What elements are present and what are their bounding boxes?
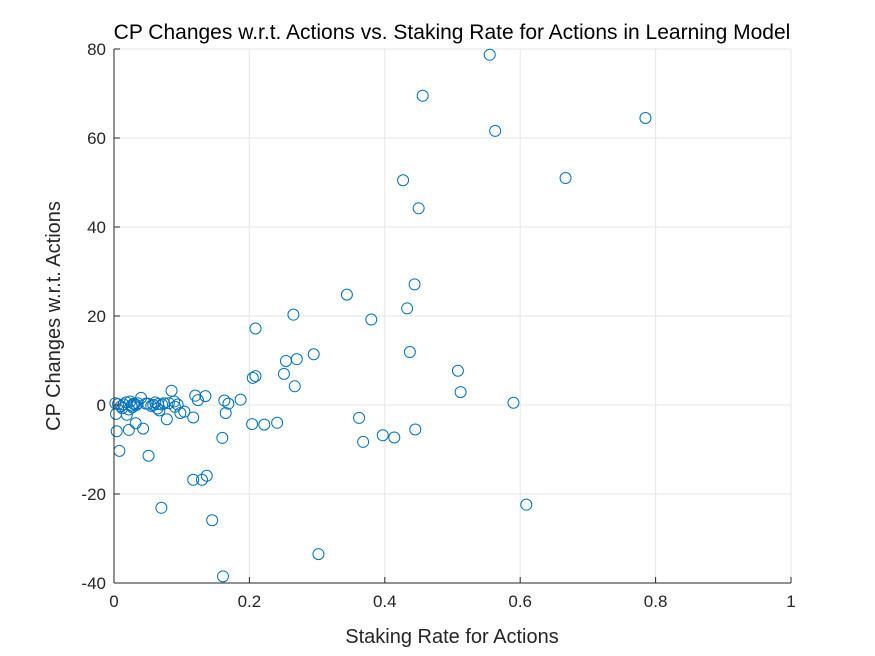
data-point (160, 413, 173, 426)
axes (113, 48, 792, 584)
x-axis-title: Staking Rate for Actions (345, 626, 558, 648)
data-point (191, 394, 204, 407)
data-point (112, 398, 125, 411)
data-point (131, 397, 144, 410)
data-point (216, 570, 229, 583)
tick-labels: 0 0.2 0.4 0.6 0.8 1 -40 -20 0 20 40 60 80 (81, 40, 795, 611)
data-point (454, 386, 467, 399)
data-point (271, 416, 284, 429)
data-point (290, 353, 303, 366)
data-point (222, 397, 235, 410)
data-point (234, 393, 247, 406)
data-point (139, 397, 152, 410)
y-tick-label: -20 (81, 485, 106, 504)
x-tick-label: 1 (786, 592, 795, 611)
data-point (520, 498, 533, 511)
data-point (110, 425, 123, 438)
data-point (258, 418, 271, 431)
data-point (218, 394, 231, 407)
data-point (246, 371, 259, 384)
data-point (137, 422, 150, 435)
data-point (451, 364, 464, 377)
y-tick-label: 0 (97, 396, 106, 415)
x-tick-label: 0.2 (238, 592, 262, 611)
data-point (388, 431, 401, 444)
data-point (142, 449, 155, 462)
x-tick-label: 0.8 (644, 592, 668, 611)
data-point (249, 322, 262, 335)
chart-title: CP Changes w.r.t. Actions vs. Staking Ra… (114, 21, 791, 44)
data-point (403, 346, 416, 359)
data-point (155, 501, 168, 514)
y-tick-label: -40 (81, 574, 106, 593)
data-point (168, 395, 181, 408)
data-points (109, 48, 652, 583)
data-point (340, 288, 353, 301)
data-point (416, 89, 429, 102)
y-axis-title: CP Changes w.r.t. Actions (43, 201, 65, 431)
x-tick-label: 0.4 (373, 592, 397, 611)
data-point (353, 411, 366, 424)
data-point (156, 398, 169, 411)
data-point (199, 390, 212, 403)
data-point (376, 429, 389, 442)
data-point (249, 370, 262, 383)
data-point (401, 302, 414, 315)
data-point (287, 308, 300, 321)
data-point (489, 124, 502, 137)
data-point (365, 313, 378, 326)
data-point (507, 396, 520, 409)
data-point (124, 395, 137, 408)
x-tick-label: 0 (109, 592, 118, 611)
y-tick-label: 40 (87, 218, 106, 237)
data-point (216, 431, 229, 444)
y-tick-label: 60 (87, 129, 106, 148)
y-tick-label: 20 (87, 307, 106, 326)
y-tick-label: 80 (87, 40, 106, 59)
data-point (187, 411, 200, 424)
grid (113, 48, 792, 584)
data-point (171, 398, 184, 411)
data-point (162, 397, 175, 410)
data-point (559, 172, 572, 185)
data-point (200, 469, 213, 482)
data-point (409, 423, 422, 436)
data-point (147, 399, 160, 411)
x-tick-label: 0.6 (508, 592, 532, 611)
data-point (408, 278, 421, 291)
data-point (178, 405, 191, 418)
data-point (127, 397, 140, 410)
data-point (312, 548, 325, 561)
data-point (206, 514, 219, 527)
data-point (357, 435, 370, 448)
data-point (196, 473, 209, 486)
data-point (412, 202, 425, 215)
data-point (397, 174, 410, 187)
data-point (187, 473, 200, 486)
data-point (149, 396, 162, 409)
data-point (219, 407, 232, 420)
data-point (277, 367, 290, 380)
data-point (122, 423, 135, 436)
data-point (288, 380, 301, 393)
data-point (246, 418, 259, 431)
data-point (483, 48, 496, 61)
data-point (639, 111, 652, 124)
data-point (307, 348, 320, 361)
data-point (116, 402, 129, 415)
